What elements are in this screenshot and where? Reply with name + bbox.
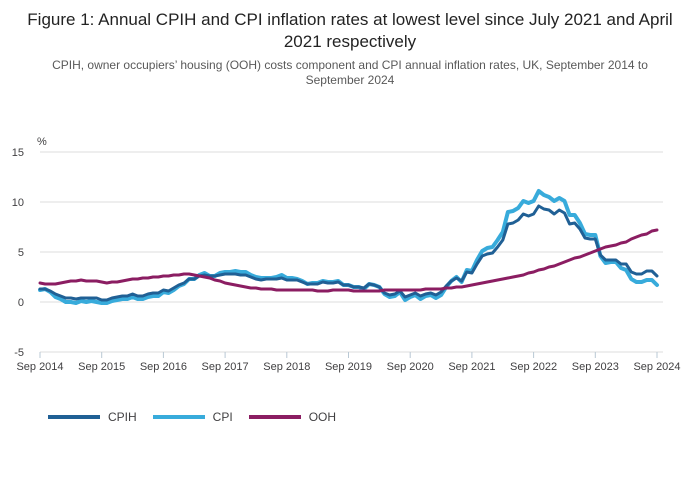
- x-axis-label: Sep 2019: [325, 361, 372, 373]
- chart-legend: CPIH CPI OOH: [48, 410, 352, 424]
- legend-item-ooh: OOH: [248, 410, 337, 424]
- x-axis-label: Sep 2014: [16, 361, 63, 373]
- figure-title: Figure 1: Annual CPIH and CPI inflation …: [27, 10, 673, 52]
- y-axis-unit-label: %: [37, 136, 47, 148]
- x-axis-label: Sep 2017: [202, 361, 249, 373]
- legend-item-cpih: CPIH: [48, 410, 137, 424]
- legend-swatch-cpih: [48, 415, 100, 419]
- series-line-cpih: [38, 204, 659, 302]
- legend-item-cpi: CPI: [152, 410, 233, 424]
- legend-swatch-cpi: [152, 415, 205, 419]
- series-line-ooh: [38, 228, 659, 293]
- legend-swatch-ooh: [248, 415, 301, 419]
- inflation-line-chart: 15 10 5 0 -5% Sep 2014 Sep 2015 Sep 2016 Sep 201…: [12, 136, 681, 373]
- legend-label-cpih: CPIH: [108, 410, 137, 424]
- x-axis-label: Sep 2022: [510, 361, 557, 373]
- y-axis-label: 5: [18, 247, 24, 259]
- x-axis-label: Sep 2020: [387, 361, 434, 373]
- figure-subtitle: CPIH, owner occupiers’ housing (OOH) cos…: [52, 58, 648, 88]
- y-axis-label: 10: [12, 197, 24, 209]
- legend-label-cpi: CPI: [212, 410, 233, 424]
- y-axis-label: -5: [14, 347, 24, 359]
- x-axis-label: Sep 2018: [263, 361, 310, 373]
- y-axis-label: 15: [12, 147, 24, 159]
- x-axis-label: Sep 2021: [448, 361, 495, 373]
- y-axis-label: 0: [18, 297, 24, 309]
- x-axis-label: Sep 2015: [78, 361, 125, 373]
- x-axis-label: Sep 2016: [140, 361, 187, 373]
- legend-label-ooh: OOH: [308, 410, 337, 424]
- x-axis-label: Sep 2023: [572, 361, 619, 373]
- x-axis-label: Sep 2024: [633, 361, 680, 373]
